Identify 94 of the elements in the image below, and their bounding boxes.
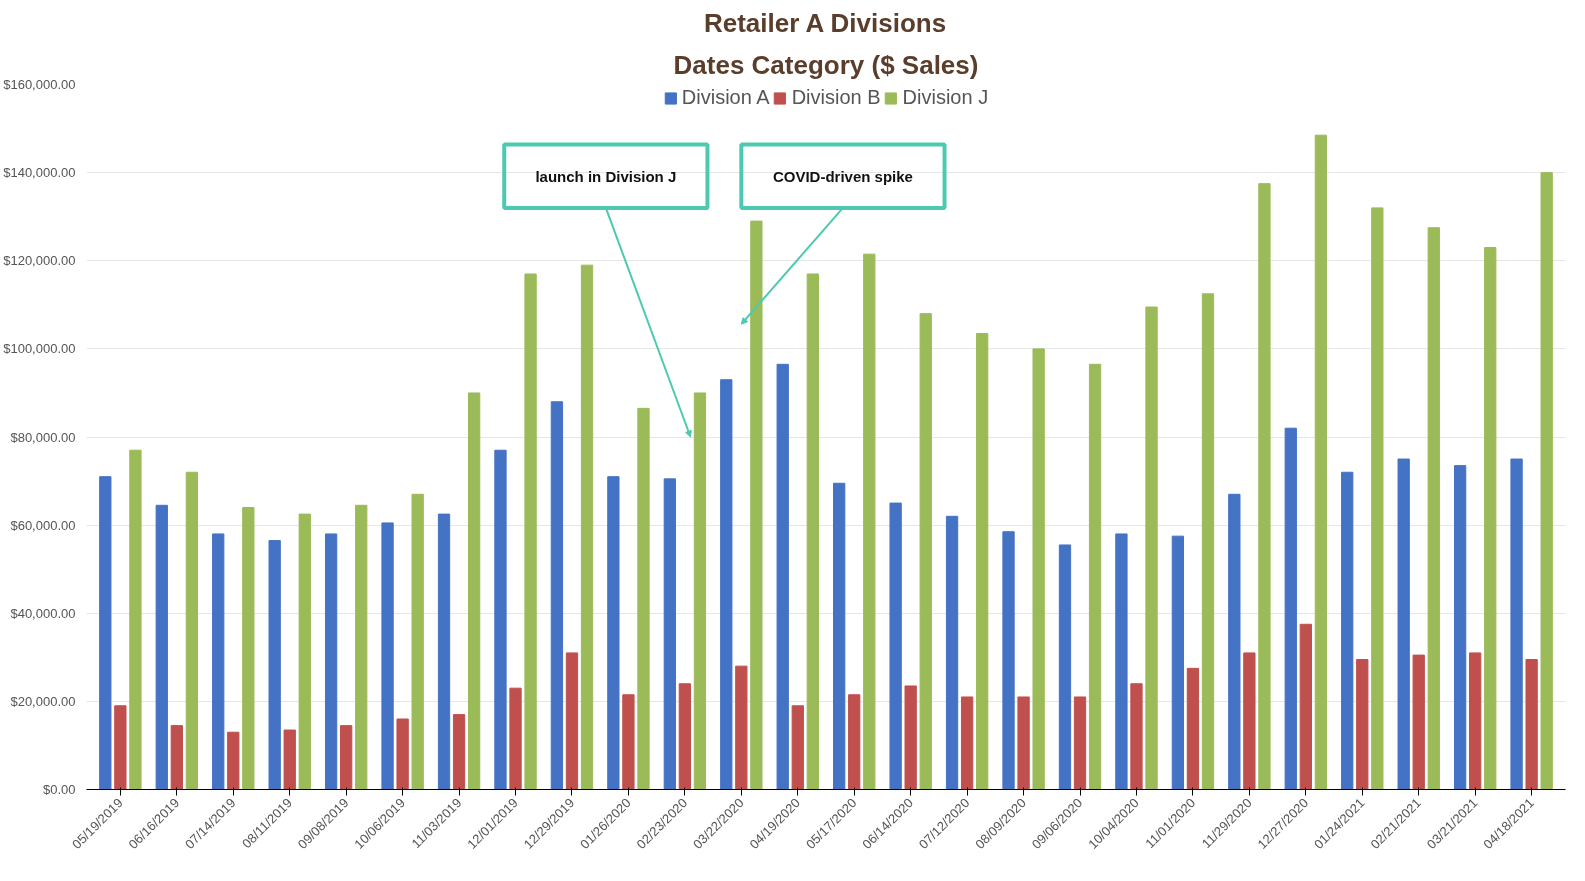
bar [580, 264, 594, 790]
chart-title: Retailer A Divisions [703, 7, 947, 38]
bar [848, 694, 861, 790]
bar [155, 504, 168, 790]
y-tick-label: $20,000.00 [10, 693, 76, 709]
bar [355, 504, 368, 790]
bar [227, 731, 240, 790]
bar [637, 407, 650, 790]
y-tick-label: $120,000.00 [3, 253, 76, 269]
bar [735, 665, 748, 790]
bar [396, 718, 409, 790]
bar [693, 392, 707, 790]
bar [945, 515, 959, 790]
y-tick-label: $60,000.00 [10, 517, 76, 533]
bar [1453, 465, 1467, 790]
bar [381, 522, 394, 790]
bar [904, 685, 917, 790]
bar [1299, 623, 1312, 790]
bar [1073, 696, 1087, 790]
legend-label: Division A [681, 86, 770, 109]
bar [919, 313, 932, 790]
bar [509, 687, 522, 790]
bar [324, 533, 338, 790]
y-tick-label: $40,000.00 [10, 605, 76, 621]
bar [467, 392, 481, 790]
bar [114, 705, 127, 790]
bar [170, 725, 183, 790]
bar [550, 401, 564, 790]
y-tick-label: $140,000.00 [3, 165, 76, 181]
bar [565, 652, 579, 790]
bar [607, 476, 620, 790]
bar [1258, 183, 1271, 790]
bar [1228, 493, 1241, 790]
bar [437, 513, 451, 790]
bar [1484, 247, 1497, 790]
bar [340, 725, 353, 790]
bar [833, 482, 846, 790]
bar [776, 363, 789, 790]
y-tick-label: $80,000.00 [10, 429, 76, 445]
bar [960, 696, 974, 790]
bar [1510, 458, 1523, 790]
bar [720, 379, 733, 790]
bar [806, 273, 819, 790]
bar [1145, 306, 1158, 790]
bar [1017, 696, 1030, 790]
bar [268, 540, 281, 790]
bar [1032, 348, 1045, 790]
bar [663, 478, 676, 790]
bar [1130, 683, 1143, 790]
bar [1058, 544, 1072, 790]
annotation: COVID-driven spike [772, 167, 913, 185]
bar [411, 493, 424, 790]
bar [1525, 659, 1538, 790]
bar [1243, 652, 1256, 790]
bar [863, 253, 876, 790]
bar [99, 476, 112, 790]
bar [452, 714, 466, 790]
bar [1540, 172, 1553, 790]
bar [889, 502, 902, 790]
bar [242, 507, 255, 790]
bar [1002, 531, 1015, 790]
bar [185, 471, 199, 790]
bar [1427, 227, 1440, 790]
bar [524, 273, 537, 790]
bar [494, 449, 507, 790]
annotation: launch in Division J [535, 167, 677, 185]
bar [1412, 654, 1425, 790]
bar [622, 694, 635, 790]
legend-label: Division J [902, 86, 989, 109]
bar [1314, 134, 1328, 790]
bar [791, 705, 804, 790]
bar [1186, 667, 1200, 790]
legend-label: Division B [791, 86, 881, 109]
y-tick-label: $0.00 [42, 782, 76, 797]
bar [212, 533, 225, 790]
bar [298, 513, 311, 790]
bar [129, 449, 142, 790]
bar [1469, 652, 1482, 790]
bar [678, 683, 692, 790]
bar [1201, 293, 1215, 790]
bar [1284, 427, 1297, 790]
bar [1341, 471, 1354, 790]
bar [750, 220, 763, 790]
bar [1171, 535, 1185, 790]
bar [1115, 533, 1128, 790]
chart-subtitle: Dates Category ($ Sales) [673, 49, 979, 80]
bar [283, 729, 296, 790]
y-tick-label: $160,000.00 [3, 77, 76, 92]
y-tick-label: $100,000.00 [3, 341, 76, 357]
bar [1397, 458, 1410, 790]
bar [976, 332, 989, 790]
bar [1088, 363, 1102, 790]
bar [1356, 659, 1369, 790]
bar [1371, 207, 1384, 790]
